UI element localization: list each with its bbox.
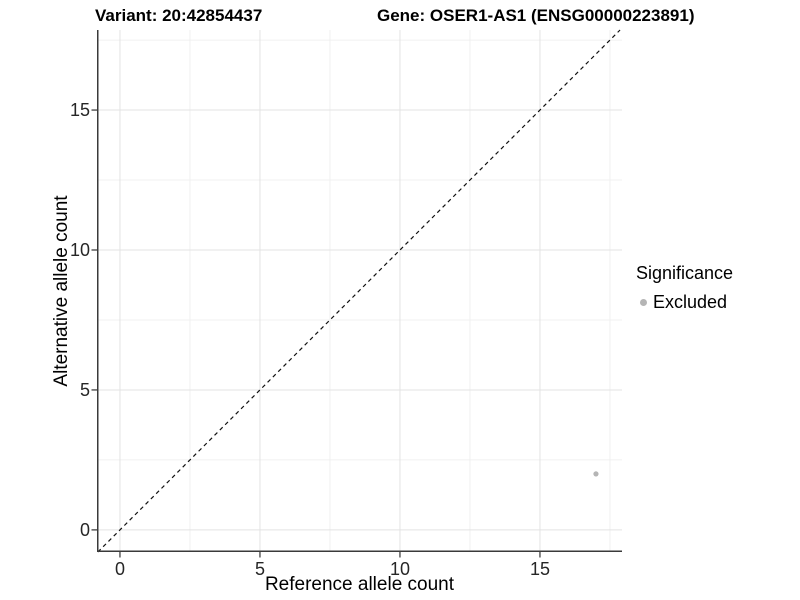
- x-axis-title: Reference allele count: [264, 574, 455, 595]
- legend-title: Significance: [636, 263, 734, 283]
- x-tick-label: 10: [389, 559, 410, 579]
- plot-title-gene: Gene: OSER1-AS1 (ENSG00000223891): [377, 6, 695, 25]
- plot-canvas: [91, 29, 622, 558]
- legend: Significance Excluded: [636, 262, 733, 313]
- y-tick-label: 5: [79, 379, 90, 400]
- x-tick-label: 0: [114, 559, 125, 579]
- y-axis-title: Alternative allele count: [51, 195, 72, 387]
- legend-key-dot-icon: [640, 298, 647, 306]
- y-tick-label: 15: [69, 100, 90, 121]
- legend-item-excluded: Excluded: [636, 291, 733, 313]
- y-tick-label: 10: [69, 239, 90, 260]
- plot-panel: [91, 29, 622, 558]
- y-tick-label: 0: [79, 519, 90, 540]
- x-tick-label: 5: [254, 559, 265, 579]
- x-tick-label: 15: [529, 559, 550, 579]
- plot-title-variant: Variant: 20:42854437: [95, 6, 263, 25]
- data-point-excluded: [593, 471, 599, 477]
- legend-item-label: Excluded: [653, 292, 728, 312]
- identity-dashed-line: [97, 29, 621, 553]
